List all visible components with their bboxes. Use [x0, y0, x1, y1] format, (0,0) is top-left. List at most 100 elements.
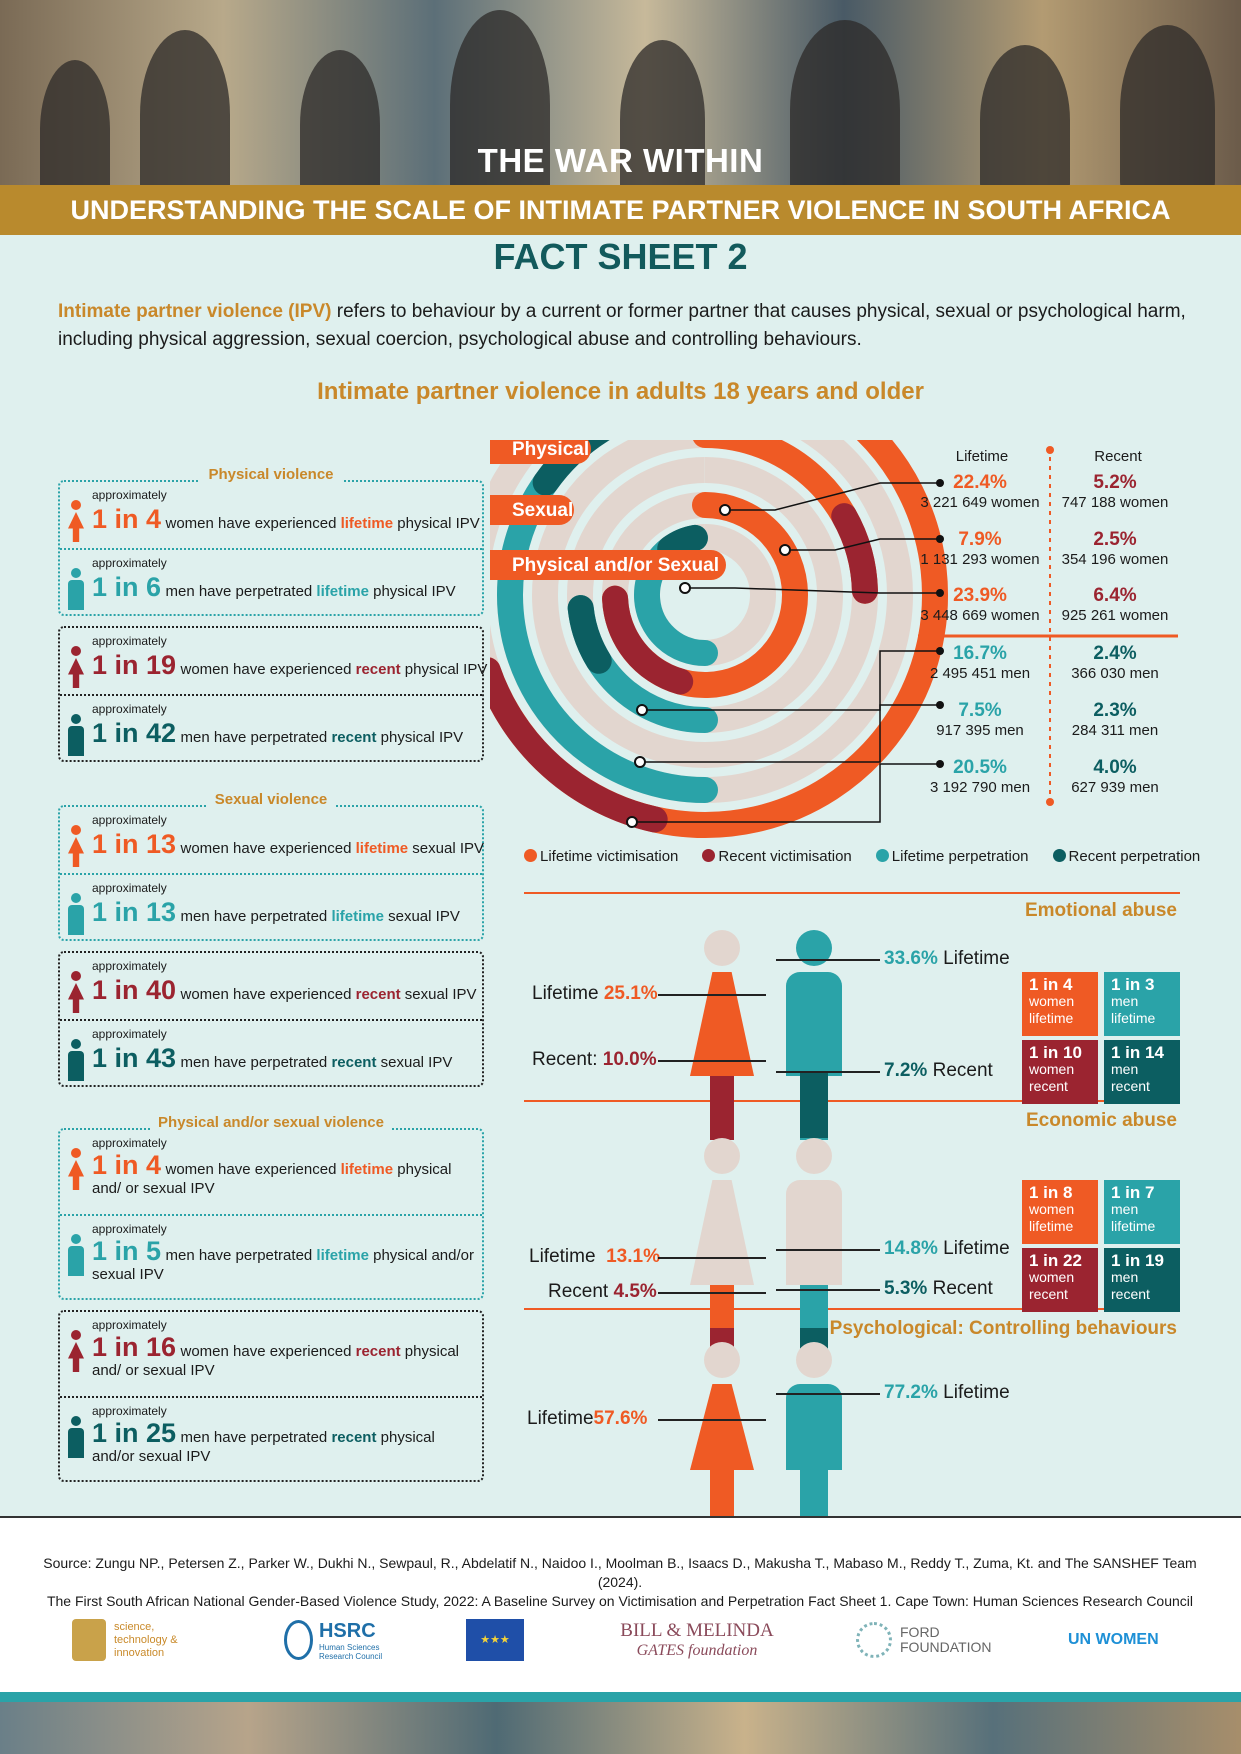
table-pct: 2.4% [1093, 643, 1137, 664]
divider-dot-bottom [1046, 798, 1054, 806]
hsrc-logo: HSRC Human Sciences Research Council [284, 1616, 404, 1664]
leader-line-4 [640, 704, 940, 763]
table-pct: 2.3% [1093, 700, 1137, 721]
stat-row: approximately 1 in 4 women have experienc… [60, 482, 482, 548]
man-figure-emotional [782, 930, 846, 1140]
bottom-banner-image [0, 1692, 1241, 1754]
stat-row: approximately 1 in 4 women have experienc… [60, 1130, 482, 1214]
ring-label-0: Physical [512, 440, 589, 460]
stat-text: 1 in 16 women have experienced recent ph… [92, 1334, 476, 1380]
table-cell: 7.9% 1 131 293 women [912, 529, 1048, 568]
table-count: 627 939 men [1071, 779, 1159, 796]
legend-recent-victimisation: Recent victimisation [702, 848, 852, 865]
lifetime-stat-box: approximately 1 in 13 women have experien… [58, 805, 484, 941]
leader-start-4 [634, 756, 646, 768]
page-title: THE WAR WITHIN [477, 142, 764, 179]
stat-group-label: Sexual violence [58, 791, 484, 808]
leader-start-5 [626, 816, 638, 828]
legend-recent-perpetration: Recent perpetration [1052, 848, 1200, 865]
ratio-tile: 1 in 22 women recent [1022, 1248, 1098, 1312]
woman-icon [66, 825, 86, 867]
approx-label: approximately [92, 813, 167, 827]
stat-desc: women have experienced [180, 986, 356, 1003]
stat-row: approximately 1 in 40 women have experien… [60, 953, 482, 1019]
table-count: 354 196 women [1061, 551, 1169, 568]
stat-desc-end: physical and/or sexual IPV [92, 1247, 474, 1283]
stat-group-sexual: Sexual violence approximately 1 in 13 wome… [58, 791, 484, 1087]
stat-ratio: 1 in 42 [92, 718, 177, 748]
woman-figure-emotional [690, 930, 754, 1140]
economic-men-lifetime: 14.8% Lifetime [884, 1238, 1010, 1259]
ratio-tile: 1 in 8 women lifetime [1022, 1180, 1098, 1244]
woman-figure-economic [690, 1138, 754, 1350]
approx-label: approximately [92, 881, 167, 895]
stat-highlight: lifetime [316, 583, 369, 600]
approx-label: approximately [92, 1136, 167, 1150]
ring-label-1: Sexual [512, 500, 573, 521]
table-cell: 2.5% 354 196 women [1050, 529, 1180, 568]
emotional-title: Emotional abuse [1024, 900, 1177, 921]
legend-lifetime-victimisation: Lifetime victimisation [524, 848, 678, 865]
table-cell: 6.4% 925 261 women [1050, 585, 1180, 624]
table-cell: 2.4% 366 030 men [1050, 643, 1180, 682]
stat-desc-end: sexual IPV [408, 840, 484, 857]
ratio-tile: 1 in 10 women recent [1022, 1040, 1098, 1104]
ford-foundation-logo: FORD FOUNDATION [856, 1616, 1006, 1664]
table-cell: 5.2% 747 188 women [1050, 472, 1180, 511]
radial-chart: Physical Sexual Physical and/or Sexual [490, 440, 1178, 838]
leader-line-1 [785, 538, 940, 551]
table-cell: 4.0% 627 939 men [1050, 757, 1180, 796]
stat-ratio: 1 in 43 [92, 1043, 177, 1073]
stat-ratio: 1 in 16 [92, 1332, 177, 1362]
table-count: 747 188 women [1061, 494, 1169, 511]
approx-label: approximately [92, 488, 167, 502]
ring-label-2: Physical and/or Sexual [512, 555, 719, 576]
stat-highlight: lifetime [340, 515, 394, 532]
stat-desc: women have experienced [180, 1343, 356, 1360]
leader-line [658, 1257, 766, 1259]
leader-end-3 [936, 647, 944, 655]
stat-text: 1 in 40 women have experienced recent se… [92, 975, 477, 1006]
stat-desc-end: physical IPV [368, 583, 456, 600]
source-line-2: The First South African National Gender-… [46, 1593, 1194, 1609]
eu-flag-logo: ★★★ [466, 1616, 524, 1664]
stat-ratio: 1 in 13 [92, 897, 177, 927]
table-count: 3 192 790 men [929, 779, 1031, 796]
bar-recent-victimisation-sexual [831, 503, 878, 604]
man-figure-economic [782, 1138, 846, 1350]
recent-stat-box: approximately 1 in 16 women have experien… [58, 1310, 484, 1482]
stat-text: 1 in 4 women have experienced lifetime p… [92, 504, 480, 535]
stat-desc: men have perpetrated [180, 729, 332, 746]
ratio-tile: 1 in 3 men lifetime [1104, 972, 1180, 1036]
stat-text: 1 in 42 men have perpetrated recent phys… [92, 718, 463, 749]
stat-row: approximately 1 in 13 women have experien… [60, 807, 484, 873]
man-icon [66, 893, 86, 935]
ratio-tile: 1 in 14 men recent [1104, 1040, 1180, 1104]
leader-line [658, 994, 766, 996]
source-citation: Source: Zungu NP., Petersen Z., Parker W… [40, 1554, 1200, 1611]
stat-highlight: recent [331, 1429, 377, 1446]
leader-line [658, 1292, 766, 1294]
stat-desc-end: physical and/ or sexual IPV [92, 1161, 452, 1197]
woman-figure-psych [690, 1342, 754, 1522]
bar-recent-perpetration-physical-perp [657, 524, 708, 562]
stat-desc: women have experienced [165, 515, 341, 532]
ratio-tile: 1 in 19 men recent [1104, 1248, 1180, 1312]
table-pct: 7.5% [958, 700, 1002, 721]
un-women-logo: UN WOMEN [1068, 1631, 1159, 1648]
stat-ratio: 1 in 19 [92, 650, 177, 680]
stat-group-both: Physical and/or sexual violence approxima… [58, 1114, 484, 1482]
man-icon [66, 568, 86, 610]
section-divider [524, 1308, 1180, 1310]
leader-end-2 [936, 589, 944, 597]
approx-label: approximately [92, 556, 167, 570]
legend-lifetime-perpetration: Lifetime perpetration [875, 848, 1029, 865]
table-cell: 22.4% 3 221 649 women [912, 472, 1048, 511]
section-divider [524, 892, 1180, 894]
stat-ratio: 1 in 25 [92, 1418, 177, 1448]
fact-sheet-heading: FACT SHEET 2 [493, 236, 748, 277]
stat-ratio: 1 in 40 [92, 975, 177, 1005]
stat-text: 1 in 5 men have perpetrated lifetime phy… [92, 1238, 476, 1284]
emotional-men-recent: 7.2% Recent [884, 1060, 993, 1081]
stat-text: 1 in 43 men have perpetrated recent sexu… [92, 1043, 452, 1074]
